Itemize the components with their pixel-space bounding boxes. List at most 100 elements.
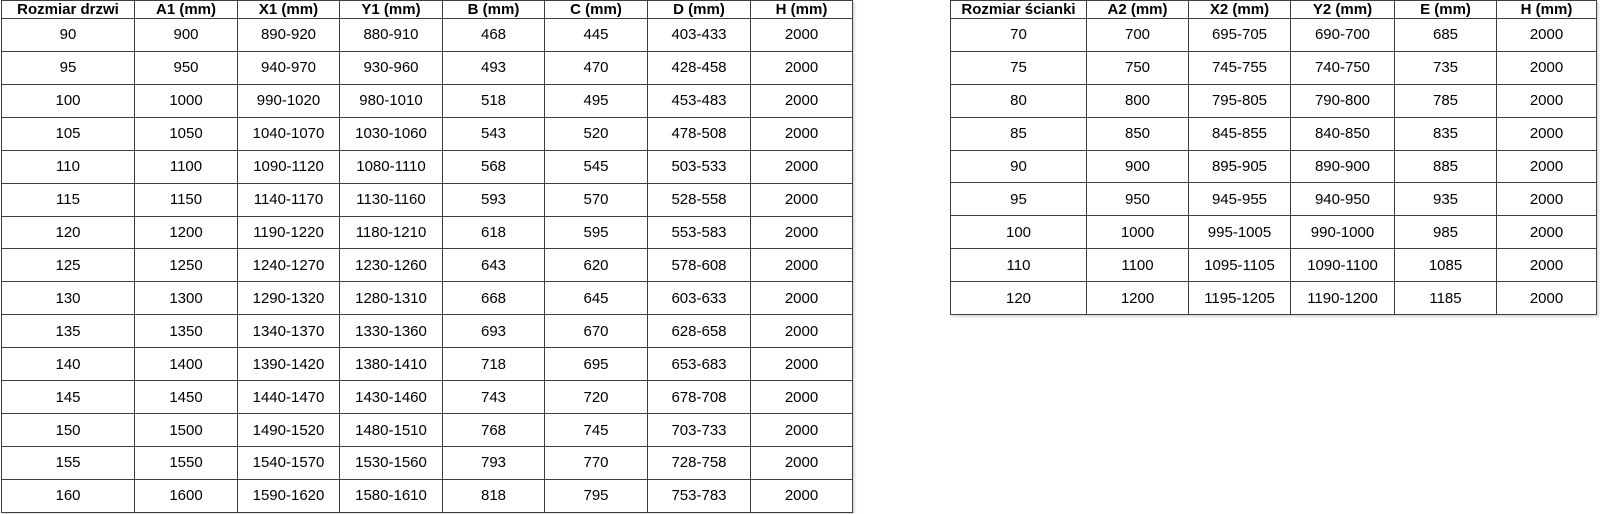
- table-cell: 2000: [750, 347, 853, 382]
- table-cell: 785: [1394, 83, 1497, 118]
- table-row: 95 950 940-970 930-960 493 470 428-458 2000: [1, 50, 853, 85]
- table-cell: 645: [544, 281, 648, 316]
- table-cell: 618: [442, 215, 545, 250]
- table-cell: 445: [544, 18, 648, 52]
- table-cell: 985: [1394, 215, 1497, 250]
- table-cell: 1250: [134, 248, 238, 283]
- table-row: 105 1050 1040-1070 1030-1060 543 520 478-508 20…: [1, 116, 853, 151]
- table-cell: 1130-1160: [339, 182, 443, 217]
- table-cell: 740-750: [1290, 50, 1395, 85]
- table-cell: 695: [544, 347, 648, 382]
- table-row: 145 1450 1440-1470 1430-1460 743 720 678-708 20…: [1, 380, 853, 415]
- table-cell: 1390-1420: [237, 347, 340, 382]
- table-cell: 115: [1, 182, 135, 217]
- table-cell: 110: [1, 149, 135, 184]
- column-header: X1 (mm): [237, 0, 340, 19]
- table-cell: 653-683: [647, 347, 751, 382]
- table-cell: 1085: [1394, 248, 1497, 282]
- table-cell: 2000: [1496, 248, 1597, 282]
- table-cell: 945-955: [1188, 182, 1291, 217]
- table-cell: 1180-1210: [339, 215, 443, 250]
- table-cell: 840-850: [1290, 116, 1395, 151]
- table-cell: 95: [1, 50, 135, 85]
- table-row: 125 1250 1240-1270 1230-1260 643 620 578-608 20…: [1, 248, 853, 283]
- table-cell: 570: [544, 182, 648, 217]
- table-row: 85 850 845-855 840-850 835 2000: [950, 116, 1597, 151]
- table-row: 70 700 695-705 690-700 685 2000: [950, 18, 1597, 52]
- table-row: 115 1150 1140-1170 1130-1160 593 570 528-558 20…: [1, 182, 853, 217]
- table-cell: 100: [950, 215, 1087, 250]
- table-cell: 990-1000: [1290, 215, 1395, 250]
- table-cell: 703-733: [647, 413, 751, 447]
- column-header: A1 (mm): [134, 0, 238, 19]
- table-cell: 520: [544, 116, 648, 151]
- table-cell: 495: [544, 83, 648, 118]
- table-cell: 120: [1, 215, 135, 250]
- table-cell: 595: [544, 215, 648, 250]
- table-cell: 568: [442, 149, 545, 184]
- table-cell: 930-960: [339, 50, 443, 85]
- table-cell: 145: [1, 380, 135, 415]
- table-cell: 1080-1110: [339, 149, 443, 184]
- table-cell: 90: [1, 18, 135, 52]
- table-cell: 70: [950, 18, 1087, 52]
- table-cell: 1200: [134, 215, 238, 250]
- table-cell: 603-633: [647, 281, 751, 316]
- header-row: Rozmiar drzwi A1 (mm) X1 (mm) Y1 (mm) B (mm)…: [1, 0, 853, 19]
- table-cell: 693: [442, 314, 545, 349]
- table-cell: 835: [1394, 116, 1497, 151]
- table-row: 130 1300 1290-1320 1280-1310 668 645 603-633 20…: [1, 281, 853, 316]
- table-cell: 593: [442, 182, 545, 217]
- table-row: 90 900 895-905 890-900 885 2000: [950, 149, 1597, 184]
- table-cell: 2000: [750, 281, 853, 316]
- table-cell: 2000: [750, 50, 853, 85]
- table-cell: 2000: [1496, 83, 1597, 118]
- table-cell: 403-433: [647, 18, 751, 52]
- table-cell: 2000: [1496, 116, 1597, 151]
- table-row: 160 1600 1590-1620 1580-1610 818 795 753-783 20…: [1, 478, 853, 514]
- table-cell: 980-1010: [339, 83, 443, 118]
- table-cell: 2000: [1496, 149, 1597, 184]
- table-cell: 950: [1086, 182, 1189, 217]
- column-header: Y1 (mm): [339, 0, 443, 19]
- table-cell: 745: [544, 413, 648, 447]
- table-cell: 1230-1260: [339, 248, 443, 283]
- column-header: E (mm): [1394, 0, 1497, 19]
- table-cell: 895-905: [1188, 149, 1291, 184]
- table-cell: 470: [544, 50, 648, 85]
- column-header: Rozmiar ścianki: [950, 0, 1087, 19]
- table-cell: 850: [1086, 116, 1189, 151]
- column-header: Y2 (mm): [1290, 0, 1395, 19]
- table-cell: 2000: [1496, 215, 1597, 250]
- table-cell: 950: [134, 50, 238, 85]
- table-cell: 428-458: [647, 50, 751, 85]
- table-cell: 885: [1394, 149, 1497, 184]
- table-cell: 718: [442, 347, 545, 382]
- table-cell: 80: [950, 83, 1087, 118]
- table-cell: 1550: [134, 445, 238, 480]
- table-cell: 1095-1105: [1188, 248, 1291, 282]
- table-cell: 150: [1, 413, 135, 447]
- table-row: 110 1100 1095-1105 1090-1100 1085 2000: [950, 248, 1597, 282]
- table-cell: 1195-1205: [1188, 281, 1291, 315]
- column-header: B (mm): [442, 0, 545, 19]
- column-header: A2 (mm): [1086, 0, 1189, 19]
- table-cell: 2000: [750, 314, 853, 349]
- column-header: X2 (mm): [1188, 0, 1291, 19]
- table-cell: 795: [544, 478, 648, 514]
- table-cell: 95: [950, 182, 1087, 217]
- table-cell: 1200: [1086, 281, 1189, 315]
- table-cell: 90: [950, 149, 1087, 184]
- table-cell: 2000: [750, 149, 853, 184]
- table-cell: 2000: [750, 18, 853, 52]
- table-cell: 140: [1, 347, 135, 382]
- table-cell: 1500: [134, 413, 238, 447]
- column-header: C (mm): [544, 0, 648, 19]
- table-cell: 493: [442, 50, 545, 85]
- table-cell: 1100: [134, 149, 238, 184]
- table-cell: 695-705: [1188, 18, 1291, 52]
- column-header: Rozmiar drzwi: [1, 0, 135, 19]
- table-cell: 1440-1470: [237, 380, 340, 415]
- table-cell: 1100: [1086, 248, 1189, 282]
- table-cell: 1140-1170: [237, 182, 340, 217]
